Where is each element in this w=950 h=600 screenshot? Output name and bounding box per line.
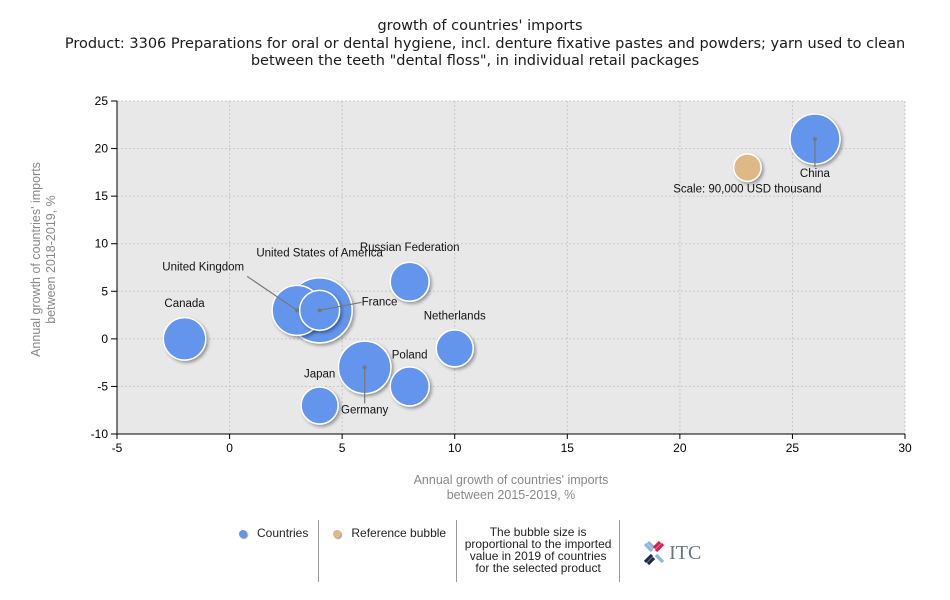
reference-dot-icon — [333, 530, 342, 538]
y-axis-title: Annual growth of countries' imports — [29, 162, 43, 357]
data-label: France — [362, 296, 398, 308]
data-label: China — [800, 168, 831, 180]
data-label: Japan — [304, 368, 335, 380]
label-leader-line — [246, 275, 298, 311]
legend-note: The bubble size is proportional to the i… — [464, 525, 612, 575]
label-leader-line — [319, 301, 362, 311]
logo-text: ITC — [669, 541, 702, 564]
y-tick-label: 10 — [95, 237, 109, 251]
x-tick-label: 10 — [448, 441, 462, 455]
data-label: Netherlands — [424, 310, 486, 322]
bubble-netherlands — [435, 329, 474, 368]
label-anchor-dot — [812, 137, 817, 142]
label-anchor-dot — [362, 365, 367, 370]
itc-logo[interactable]: ITC — [620, 520, 701, 582]
y-tick-label: 0 — [101, 332, 108, 346]
y-tick-label: 15 — [95, 189, 109, 203]
y-axis-title: between 2018-2019, % — [44, 195, 58, 324]
x-tick-label: 20 — [673, 441, 687, 455]
countries-dot-icon — [239, 530, 247, 538]
y-tick-label: 5 — [101, 284, 108, 298]
legend-item-reference[interactable]: Reference bubble — [319, 520, 456, 582]
data-label: Germany — [341, 404, 389, 416]
x-tick-label: -5 — [112, 441, 123, 455]
legend-divider — [456, 520, 458, 582]
y-tick-label: -5 — [97, 379, 108, 393]
data-label: Poland — [392, 349, 428, 361]
x-tick-label: 0 — [226, 441, 233, 455]
data-label: United States of America — [256, 247, 383, 259]
legend-divider — [318, 520, 320, 582]
x-axis-title: between 2015-2019, % — [447, 488, 576, 502]
label-anchor-dot — [317, 308, 322, 313]
bubble-russian-federation — [389, 261, 430, 303]
data-label: Canada — [164, 298, 205, 310]
chart-subtitle-line1: Product: 3306 Preparations for oral or d… — [64, 36, 906, 52]
x-tick-label: 5 — [339, 441, 346, 455]
x-tick-label: 25 — [786, 441, 800, 455]
x-tick-label: 15 — [561, 441, 575, 455]
bubble-canada — [162, 316, 207, 361]
legend-label-countries: Countries — [257, 526, 309, 540]
plot-area — [117, 101, 905, 434]
itc-logo-icon — [643, 541, 665, 565]
y-tick-label: -10 — [91, 427, 109, 441]
data-label: Scale: 90,000 USD thousand — [673, 184, 821, 196]
bubble-poland — [389, 366, 430, 407]
data-label: United Kingdom — [162, 261, 244, 273]
bubble-japan — [300, 386, 339, 425]
data-label: Russian Federation — [360, 242, 460, 254]
chart-title: growth of countries' imports — [377, 18, 583, 34]
legend-item-countries[interactable]: Countries — [225, 520, 318, 582]
legend: Countries Reference bubble The bubble si… — [225, 520, 701, 582]
x-tick-label: 30 — [898, 441, 912, 455]
y-tick-label: 25 — [95, 94, 109, 108]
label-anchor-dot — [295, 308, 300, 313]
y-tick-label: 20 — [95, 142, 109, 156]
chart-subtitle-line2: between the teeth "dental floss", in ind… — [250, 53, 700, 69]
legend-divider — [619, 520, 621, 582]
bubble-scale-90-000-usd-thousand — [732, 153, 762, 183]
legend-label-reference: Reference bubble — [351, 526, 447, 540]
x-axis-title: Annual growth of countries' imports — [414, 473, 609, 487]
